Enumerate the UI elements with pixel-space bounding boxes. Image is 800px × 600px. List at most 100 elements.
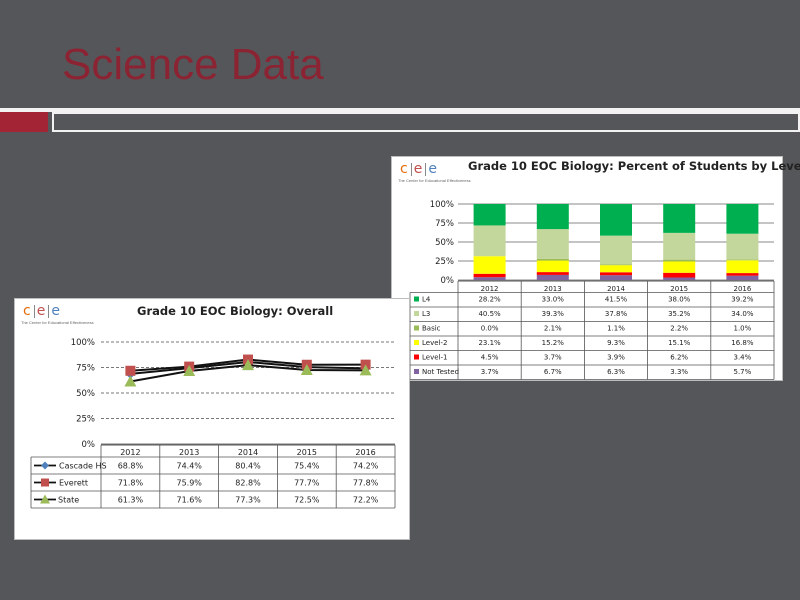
legend-label: L4 xyxy=(422,296,431,304)
bar-segment xyxy=(600,272,632,276)
legend-label: Basic xyxy=(422,325,441,333)
data-label: 23.1% xyxy=(478,339,501,347)
x-tick-label: 2012 xyxy=(120,448,140,457)
bar-segment xyxy=(536,204,569,230)
data-label: 75.4% xyxy=(294,462,320,471)
bar-segment xyxy=(473,277,506,280)
y-tick-label: 75% xyxy=(76,364,95,374)
bar-segment xyxy=(473,256,506,274)
data-label: 5.7% xyxy=(734,368,752,376)
data-label: 77.8% xyxy=(353,479,379,488)
legend-swatch xyxy=(414,340,419,345)
point-marker xyxy=(125,365,136,376)
bar-segment xyxy=(726,275,759,280)
legend-label: Level-2 xyxy=(422,339,447,347)
bar-segment xyxy=(726,203,759,234)
legend-marker xyxy=(41,461,49,470)
data-label: 71.8% xyxy=(118,479,144,488)
bar-segment xyxy=(600,204,632,236)
data-label: 2.2% xyxy=(670,325,688,333)
bar-segment xyxy=(536,274,569,280)
y-tick-label: 0% xyxy=(441,276,455,286)
data-label: 72.2% xyxy=(353,496,379,505)
bar-segment xyxy=(726,260,759,274)
data-label: 28.2% xyxy=(478,296,501,304)
point-marker xyxy=(183,364,196,376)
bar-segment xyxy=(473,273,506,278)
data-label: 74.2% xyxy=(353,462,379,471)
bar-segment xyxy=(663,232,696,260)
data-label: 6.2% xyxy=(670,354,688,362)
bar-segment xyxy=(663,259,696,262)
accent-block xyxy=(0,112,48,132)
data-label: 39.3% xyxy=(542,310,565,318)
data-label: 80.4% xyxy=(235,462,261,471)
data-label: 41.5% xyxy=(605,296,628,304)
legend-swatch xyxy=(414,311,419,316)
data-label: 39.2% xyxy=(731,296,754,304)
overall-chart-title: Grade 10 EOC Biology: Overall xyxy=(137,304,334,318)
data-label: 72.5% xyxy=(294,496,320,505)
bar-segment xyxy=(600,264,632,266)
data-label: 61.3% xyxy=(118,496,144,505)
y-tick-label: 50% xyxy=(76,389,95,399)
point-marker xyxy=(300,364,313,376)
data-label: 38.0% xyxy=(668,296,691,304)
data-label: 82.8% xyxy=(235,479,261,488)
bar-segment xyxy=(600,275,632,280)
data-label: 6.7% xyxy=(544,368,562,376)
bar-segment xyxy=(473,225,506,257)
x-tick-label: 2014 xyxy=(607,285,625,293)
data-label: 34.0% xyxy=(731,310,754,318)
y-tick-label: 50% xyxy=(435,238,454,248)
x-tick-label: 2012 xyxy=(481,285,499,293)
y-tick-label: 100% xyxy=(430,200,454,210)
data-label: 37.8% xyxy=(605,310,628,318)
data-label: 1.1% xyxy=(607,325,625,333)
x-tick-label: 2013 xyxy=(179,448,199,457)
legend-marker xyxy=(41,478,49,487)
x-tick-label: 2015 xyxy=(297,448,317,457)
x-tick-label: 2013 xyxy=(544,285,562,293)
x-tick-label: 2014 xyxy=(238,448,258,457)
legend-swatch xyxy=(414,354,419,360)
data-label: 40.5% xyxy=(478,310,501,318)
logo-tagline: The Center for Educational Effectiveness xyxy=(21,320,94,325)
legend-label: Level-1 xyxy=(422,354,447,362)
x-tick-label: 2016 xyxy=(355,448,375,457)
data-label: 68.8% xyxy=(118,462,144,471)
bar-segment xyxy=(726,273,759,276)
data-label: 16.8% xyxy=(731,339,754,347)
y-tick-label: 100% xyxy=(71,338,95,348)
bar-segment xyxy=(473,204,506,226)
bar-segment xyxy=(536,260,569,273)
bar-segment xyxy=(663,261,696,273)
data-label: 15.2% xyxy=(542,339,565,347)
data-label: 71.6% xyxy=(176,496,202,505)
bar-segment xyxy=(536,258,569,261)
data-label: 77.3% xyxy=(235,496,261,505)
bar-segment xyxy=(536,272,569,275)
data-label: 35.2% xyxy=(668,310,691,318)
level-chart: 100% 75% 50% 25% 0% 2012 2013 2014 2015 2016 L4 28.… xyxy=(409,200,775,380)
legend-label: Not Tested xyxy=(422,368,459,376)
data-label: 33.0% xyxy=(542,296,565,304)
slide-title: Science Data xyxy=(62,40,324,89)
y-tick-label: 75% xyxy=(435,219,454,229)
point-marker xyxy=(359,364,372,376)
bar-segment xyxy=(663,272,696,278)
bar-segment xyxy=(726,259,759,261)
data-label: 3.7% xyxy=(481,368,499,376)
legend-label: Cascade HS xyxy=(59,462,107,471)
legend-swatch xyxy=(414,369,419,374)
data-label: 74.4% xyxy=(176,462,202,471)
data-label: 77.7% xyxy=(294,479,320,488)
bar-segment xyxy=(663,277,696,280)
data-label: 3.7% xyxy=(544,354,562,362)
data-label: 2.1% xyxy=(544,325,562,333)
data-label: 15.1% xyxy=(668,339,691,347)
data-label: 9.3% xyxy=(607,339,625,347)
data-label: 75.9% xyxy=(176,479,202,488)
